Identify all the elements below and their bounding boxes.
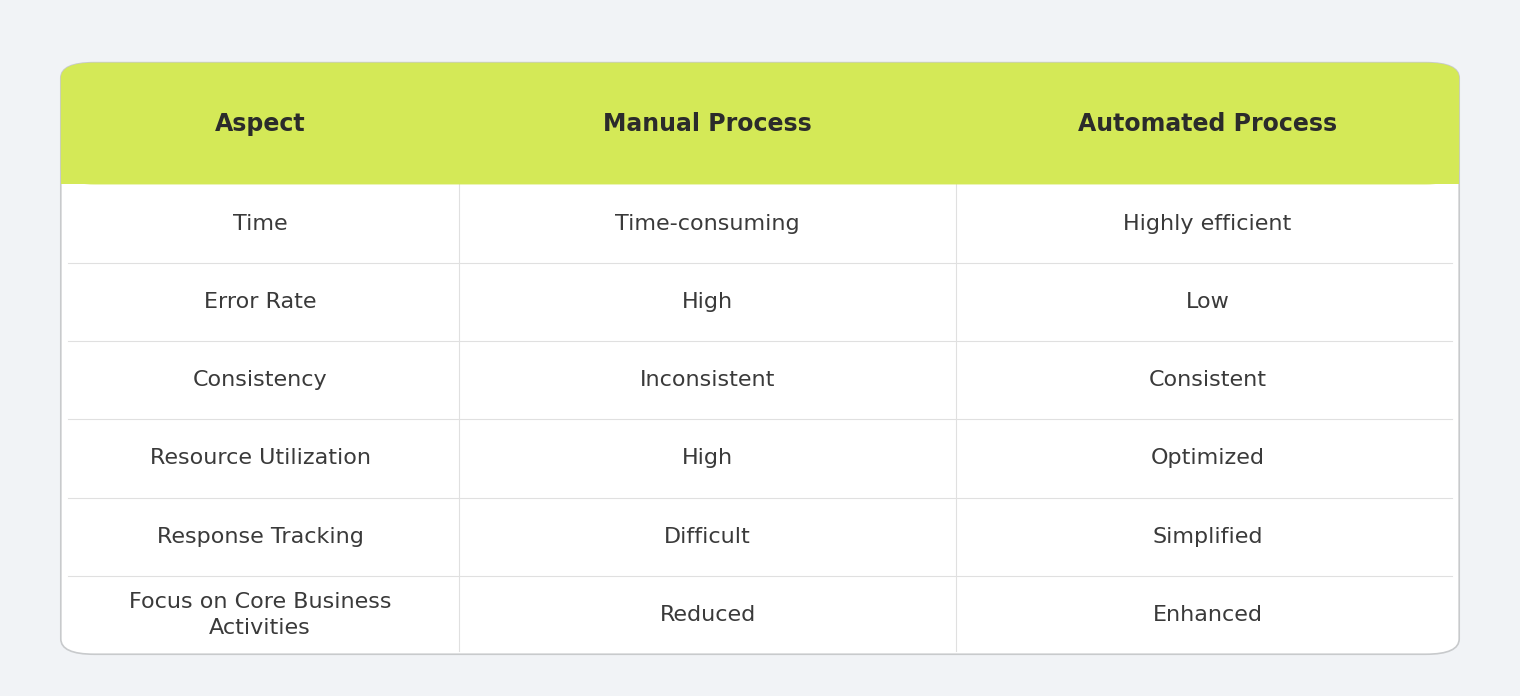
FancyBboxPatch shape xyxy=(61,63,1459,654)
Bar xyxy=(61,124,1459,184)
Text: Enhanced: Enhanced xyxy=(1152,605,1263,625)
Text: Consistent: Consistent xyxy=(1149,370,1266,390)
Text: Response Tracking: Response Tracking xyxy=(157,527,363,547)
Text: Consistency: Consistency xyxy=(193,370,327,390)
Text: High: High xyxy=(682,448,733,468)
FancyBboxPatch shape xyxy=(61,63,1459,184)
Text: Manual Process: Manual Process xyxy=(603,111,812,136)
Text: Focus on Core Business
Activities: Focus on Core Business Activities xyxy=(129,592,391,638)
Text: Difficult: Difficult xyxy=(664,527,751,547)
Text: Optimized: Optimized xyxy=(1151,448,1265,468)
Text: Inconsistent: Inconsistent xyxy=(640,370,775,390)
Text: Time: Time xyxy=(233,214,287,234)
Text: Low: Low xyxy=(1186,292,1230,312)
Text: High: High xyxy=(682,292,733,312)
Text: Automated Process: Automated Process xyxy=(1078,111,1338,136)
Text: Resource Utilization: Resource Utilization xyxy=(149,448,371,468)
Text: Reduced: Reduced xyxy=(660,605,755,625)
Text: Time-consuming: Time-consuming xyxy=(616,214,800,234)
Text: Error Rate: Error Rate xyxy=(204,292,316,312)
Text: Simplified: Simplified xyxy=(1152,527,1263,547)
Text: Aspect: Aspect xyxy=(214,111,306,136)
Text: Highly efficient: Highly efficient xyxy=(1123,214,1292,234)
